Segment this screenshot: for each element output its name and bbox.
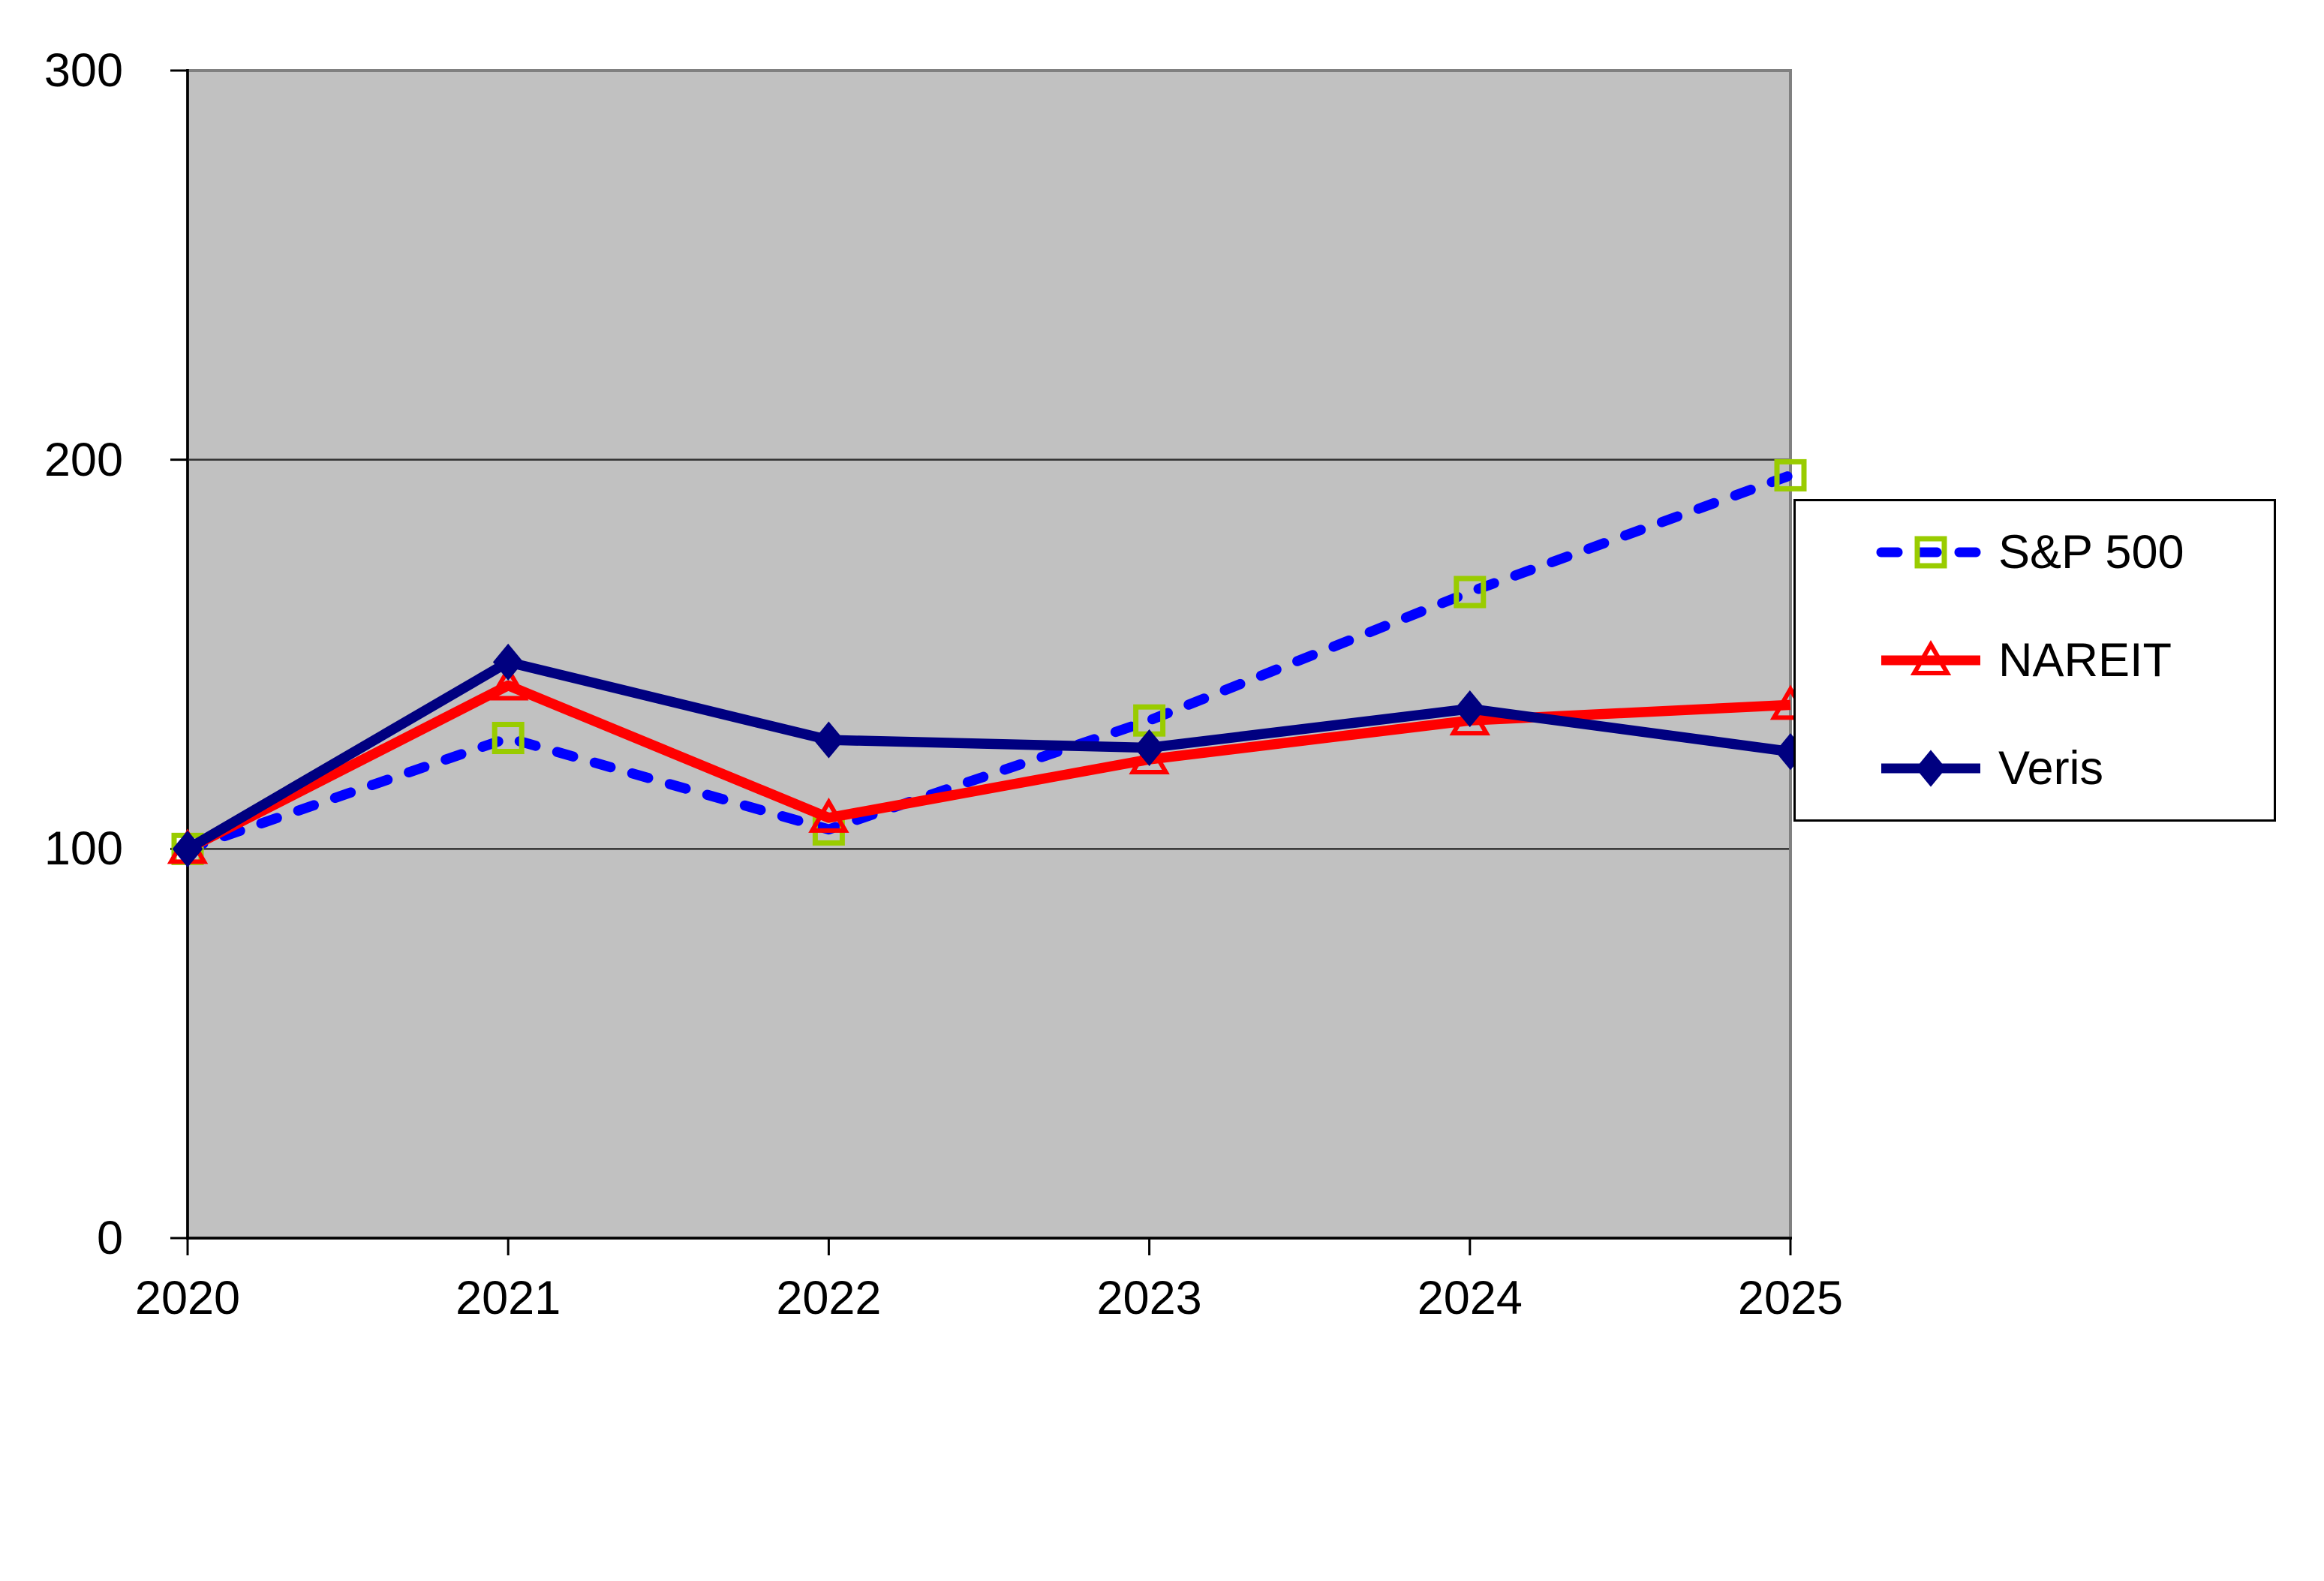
- legend-label-sp500: S&P 500: [1998, 526, 2184, 579]
- veris-legend-marker-icon: [1881, 750, 1980, 787]
- legend-item-veris: Veris: [1878, 735, 2274, 801]
- x-axis-tick-label: 2021: [455, 1272, 561, 1324]
- y-axis-tick-label: 100: [44, 822, 123, 876]
- legend-item-sp500: S&P 500: [1876, 519, 2274, 585]
- nareit-legend-marker-icon: [1881, 640, 1980, 675]
- sp500-legend-marker-icon: [1876, 536, 1986, 569]
- y-axis-tick-label: 0: [96, 1212, 123, 1264]
- x-axis-tick-label: 2022: [776, 1272, 882, 1324]
- legend-item-nareit: NAREIT: [1878, 627, 2274, 693]
- chart-legend: S&P 500 NAREIT Veris: [1793, 499, 2276, 822]
- legend-label-nareit: NAREIT: [1998, 634, 2172, 687]
- x-axis-tick-label: 2023: [1096, 1272, 1202, 1324]
- x-axis-tick-label: 2024: [1417, 1272, 1523, 1324]
- y-axis-tick-label: 200: [44, 433, 123, 486]
- y-axis-tick-label: 300: [44, 44, 123, 97]
- x-axis-tick-label: 2020: [134, 1272, 241, 1324]
- legend-label-veris: Veris: [1998, 742, 2104, 795]
- x-axis-tick-label: 2025: [1737, 1272, 1844, 1324]
